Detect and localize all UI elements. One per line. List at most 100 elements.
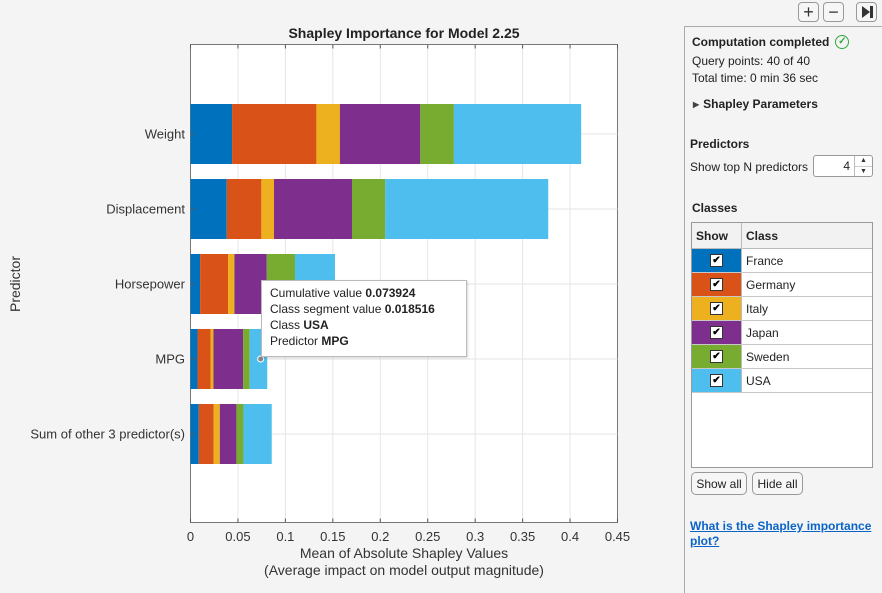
datatip: Cumulative value 0.073924 Class segment … — [261, 280, 467, 357]
y-tick-label: Horsepower — [115, 277, 186, 292]
predictors-heading: Predictors — [690, 137, 750, 151]
spinner-down-icon[interactable]: ▼ — [855, 165, 872, 177]
triangle-right-icon: ▶ — [693, 99, 700, 109]
class-name: Japan — [746, 325, 779, 340]
bar-segment-italy — [228, 254, 235, 314]
step-end-button[interactable] — [856, 2, 877, 22]
show-class-checkbox[interactable]: ✔ — [710, 302, 723, 315]
class-color-cell: ✔ — [692, 297, 742, 320]
bar-segment-sweden — [243, 329, 250, 389]
shapley-parameters-expander[interactable]: ▶ Shapley Parameters — [693, 97, 818, 111]
bar-segment-sweden — [236, 404, 244, 464]
class-row[interactable]: ✔ USA — [692, 369, 872, 393]
bar-segment-sweden — [352, 179, 386, 239]
hide-all-button[interactable]: Hide all — [752, 472, 803, 495]
bar-segment-italy — [316, 104, 340, 164]
y-tick-label: Sum of other 3 predictor(s) — [30, 427, 185, 442]
y-tick-label: Weight — [145, 127, 186, 142]
class-name: USA — [746, 373, 771, 388]
col-class-header[interactable]: Class — [746, 228, 779, 243]
query-points: Query points: 40 of 40 — [692, 54, 811, 68]
side-panel: Computation completed ✓ Query points: 40… — [684, 26, 882, 593]
class-row[interactable]: ✔ France — [692, 249, 872, 273]
bar-segment-germany — [197, 329, 211, 389]
classes-heading: Classes — [692, 201, 738, 215]
class-color-cell: ✔ — [692, 369, 742, 392]
show-class-checkbox[interactable]: ✔ — [710, 326, 723, 339]
y-tick-label: MPG — [155, 352, 185, 367]
x-tick-label: 0.2 — [371, 529, 389, 544]
class-name: France — [746, 253, 784, 268]
datatip-cumulative: Cumulative value 0.073924 — [270, 286, 416, 300]
zoom-in-button[interactable]: + — [798, 2, 819, 22]
bar-segment-germany — [198, 404, 214, 464]
bar-segment-italy — [213, 404, 220, 464]
bar-segment-usa — [385, 179, 549, 239]
show-class-checkbox[interactable]: ✔ — [710, 350, 723, 363]
class-row[interactable]: ✔ Germany — [692, 273, 872, 297]
y-ticks: Weight Displacement Horsepower MPG Sum of ot… — [30, 127, 195, 442]
bar-segment-japan — [213, 329, 244, 389]
class-row[interactable]: ✔ Japan — [692, 321, 872, 345]
x-tick-label: 0.3 — [466, 529, 484, 544]
check-circle-icon: ✓ — [835, 35, 850, 49]
datatip-marker[interactable] — [257, 355, 265, 363]
bar-segment-germany — [232, 104, 317, 164]
bar-segment-usa — [243, 404, 272, 464]
x-tick-label: 0.4 — [561, 529, 579, 544]
bar-segment-germany — [200, 254, 229, 314]
x-tick-label: 0 — [187, 529, 194, 544]
x-tick-label: 0.45 — [605, 529, 630, 544]
top-n-label: Show top N predictors — [690, 160, 809, 174]
bar-segment-usa — [453, 104, 582, 164]
class-color-cell: ✔ — [692, 249, 742, 272]
top-n-spinner[interactable]: 4 ▲ ▼ — [813, 155, 873, 177]
datatip-class: Class USA — [270, 318, 329, 332]
bar-segment-germany — [226, 179, 262, 239]
class-color-cell: ✔ — [692, 345, 742, 368]
bar-segment-italy — [210, 329, 214, 389]
show-class-checkbox[interactable]: ✔ — [710, 254, 723, 267]
x-axis-sublabel: (Average impact on model output magnitud… — [264, 562, 544, 578]
datatip-segment: Class segment value 0.018516 — [270, 302, 435, 316]
bar-segment-japan — [219, 404, 237, 464]
y-tick-label: Displacement — [106, 202, 185, 217]
class-name: Germany — [746, 277, 796, 292]
datatip-predictor: Predictor MPG — [270, 334, 349, 348]
axes-toolbar: + − — [798, 2, 877, 22]
table-header: Show Class — [692, 223, 872, 249]
bar-segment-france — [190, 179, 227, 239]
x-tick-label: 0.15 — [320, 529, 345, 544]
bar-segment-france — [190, 104, 233, 164]
x-tick-label: 0.25 — [415, 529, 440, 544]
col-show-header[interactable]: Show — [692, 223, 742, 248]
classes-table: Show Class ✔ France ✔ Germany ✔ Italy ✔ Japan ✔ S… — [691, 222, 873, 468]
help-link[interactable]: What is the Shapley importance plot? — [690, 519, 872, 548]
x-tick-label: 0.1 — [276, 529, 294, 544]
class-row[interactable]: ✔ Italy — [692, 297, 872, 321]
step-end-icon — [861, 6, 873, 18]
show-all-button[interactable]: Show all — [691, 472, 747, 495]
total-time: Total time: 0 min 36 sec — [692, 71, 819, 85]
show-class-checkbox[interactable]: ✔ — [710, 374, 723, 387]
class-color-cell: ✔ — [692, 273, 742, 296]
zoom-out-button[interactable]: − — [823, 2, 844, 22]
class-color-cell: ✔ — [692, 321, 742, 344]
spinner-up-icon[interactable]: ▲ — [860, 157, 867, 165]
x-ticks: 0 0.05 0.1 0.15 0.2 0.25 0.3 0.35 0.4 0.45 — [187, 44, 630, 544]
bar-segment-italy — [261, 179, 275, 239]
class-row[interactable]: ✔ Sweden — [692, 345, 872, 369]
y-axis-label: Predictor — [7, 256, 23, 312]
bar-segment-france — [190, 254, 201, 314]
x-tick-label: 0.05 — [225, 529, 250, 544]
bar-segment-japan — [339, 104, 421, 164]
minus-icon: − — [828, 1, 839, 22]
x-tick-label: 0.35 — [510, 529, 535, 544]
plus-icon: + — [803, 1, 814, 22]
show-class-checkbox[interactable]: ✔ — [710, 278, 723, 291]
class-name: Italy — [746, 301, 769, 316]
top-n-value[interactable]: 4 — [843, 159, 850, 173]
bar-segment-france — [190, 404, 199, 464]
bar-segment-sweden — [420, 104, 454, 164]
chart-title: Shapley Importance for Model 2.25 — [288, 25, 519, 41]
